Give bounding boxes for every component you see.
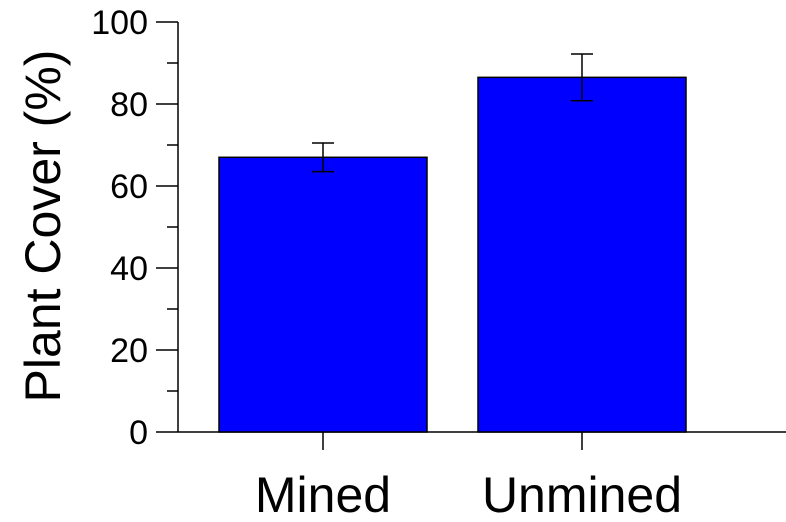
y-tick-label: 80 (110, 86, 148, 124)
error-bars (312, 53, 593, 173)
x-tick-label: Mined (255, 467, 391, 522)
bar (218, 156, 428, 433)
x-axis (178, 431, 786, 450)
y-tick-label: 60 (110, 168, 148, 206)
category-labels: Mined Unmined (255, 467, 682, 522)
y-axis-label: Plant Cover (%) (15, 50, 71, 403)
bars (218, 76, 687, 433)
y-tick-label: 0 (129, 414, 148, 452)
y-tick-label: 40 (110, 250, 148, 288)
y-axis: 0 20 40 60 80 100 (91, 4, 179, 452)
y-tick-label: 20 (110, 332, 148, 370)
bar (477, 76, 687, 433)
x-tick-label: Unmined (482, 467, 682, 522)
y-tick-label: 100 (91, 4, 148, 42)
